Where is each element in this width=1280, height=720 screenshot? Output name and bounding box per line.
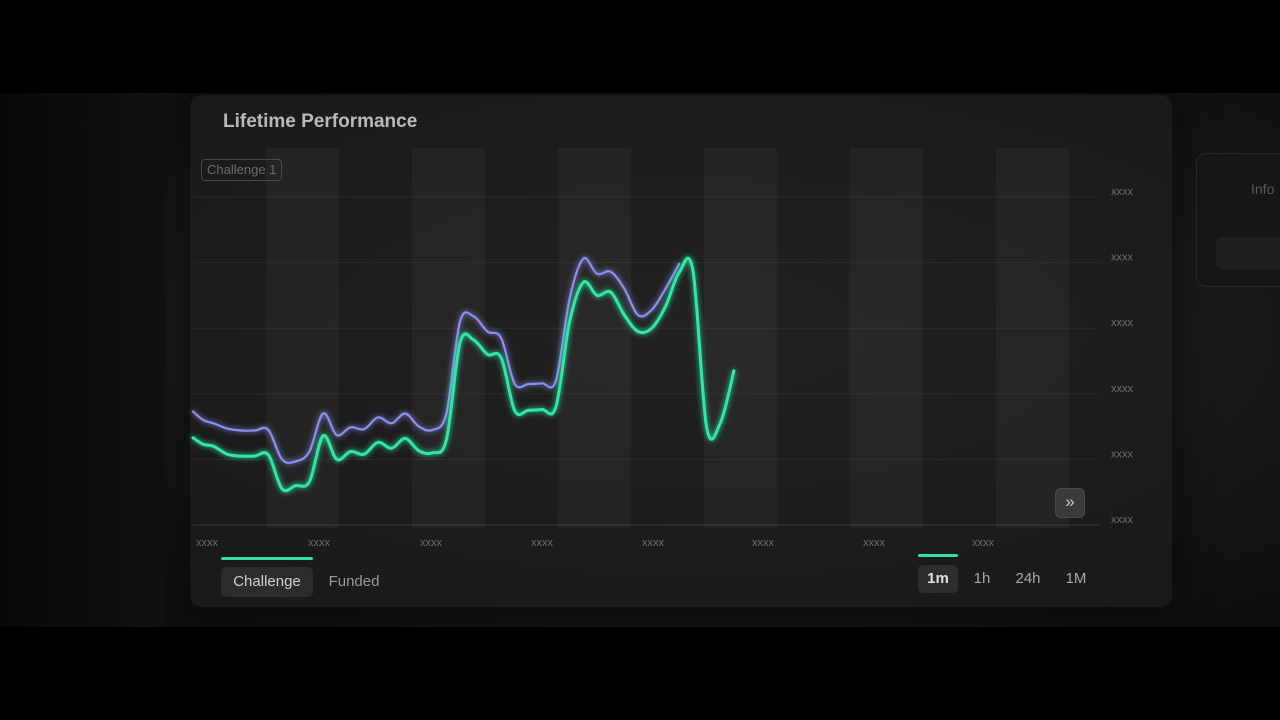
- letterbox-bottom: [0, 627, 1280, 720]
- x-tick-label: xxxx: [863, 537, 886, 549]
- chart-band: [631, 148, 704, 528]
- side-info-label: Info: [1251, 181, 1275, 197]
- left-side-shade: [0, 93, 165, 627]
- y-tick-label: xxxx: [1111, 252, 1134, 264]
- chart-band: [412, 148, 485, 528]
- series-line-purple: [191, 256, 681, 464]
- timeframe-1M-month[interactable]: 1M: [1065, 570, 1087, 587]
- tab-challenge[interactable]: Challenge: [221, 567, 313, 597]
- chart-band: [923, 148, 996, 528]
- chart-band: [266, 148, 339, 528]
- timeframe-active-indicator: [918, 554, 958, 557]
- chart-band: [193, 148, 266, 528]
- x-tick-label: xxxx: [752, 537, 775, 549]
- expand-button[interactable]: »: [1055, 488, 1085, 518]
- x-tick-label: xxxx: [420, 537, 443, 549]
- chart-band: [704, 148, 777, 528]
- series-tag: Challenge 1: [201, 159, 283, 181]
- tab-active-indicator: [221, 557, 313, 560]
- x-tick-label: xxxx: [196, 537, 219, 549]
- y-tick-label: xxxx: [1111, 383, 1134, 395]
- y-tick-label: xxxx: [1111, 514, 1134, 526]
- double-chevron-right-icon: »: [1065, 492, 1075, 511]
- stage: Info Lifetime Performance xxxx xxxx xxxx xx…: [0, 93, 1280, 627]
- timeframe-1h[interactable]: 1h: [973, 570, 991, 587]
- series-line-green: [191, 256, 736, 493]
- x-tick-label: xxxx: [642, 537, 665, 549]
- tab-funded[interactable]: Funded: [328, 573, 380, 590]
- timeframe-24h[interactable]: 24h: [1015, 570, 1041, 587]
- chart-band: [558, 148, 631, 528]
- chart-title: Lifetime Performance: [223, 111, 418, 132]
- y-tick-label: xxxx: [1111, 186, 1134, 198]
- x-tick-label: xxxx: [308, 537, 331, 549]
- chart-band: [485, 148, 558, 528]
- y-tick-label: xxxx: [1111, 448, 1134, 460]
- x-tick-label: xxxx: [972, 537, 995, 549]
- letterbox-top: [0, 0, 1280, 93]
- performance-chart: xxxx xxxx xxxx xxxx xxxx xxxx xxxx xxxx xxxx xxx…: [191, 148, 1134, 549]
- side-info-pill[interactable]: [1216, 237, 1280, 269]
- chart-band: [339, 148, 412, 528]
- chart-band: [850, 148, 923, 528]
- chart-band: [996, 148, 1069, 528]
- chart-band: [777, 148, 850, 528]
- timeframe-1m[interactable]: 1m: [918, 565, 958, 593]
- performance-card: [190, 95, 1172, 607]
- y-tick-label: xxxx: [1111, 317, 1134, 329]
- x-tick-label: xxxx: [531, 537, 554, 549]
